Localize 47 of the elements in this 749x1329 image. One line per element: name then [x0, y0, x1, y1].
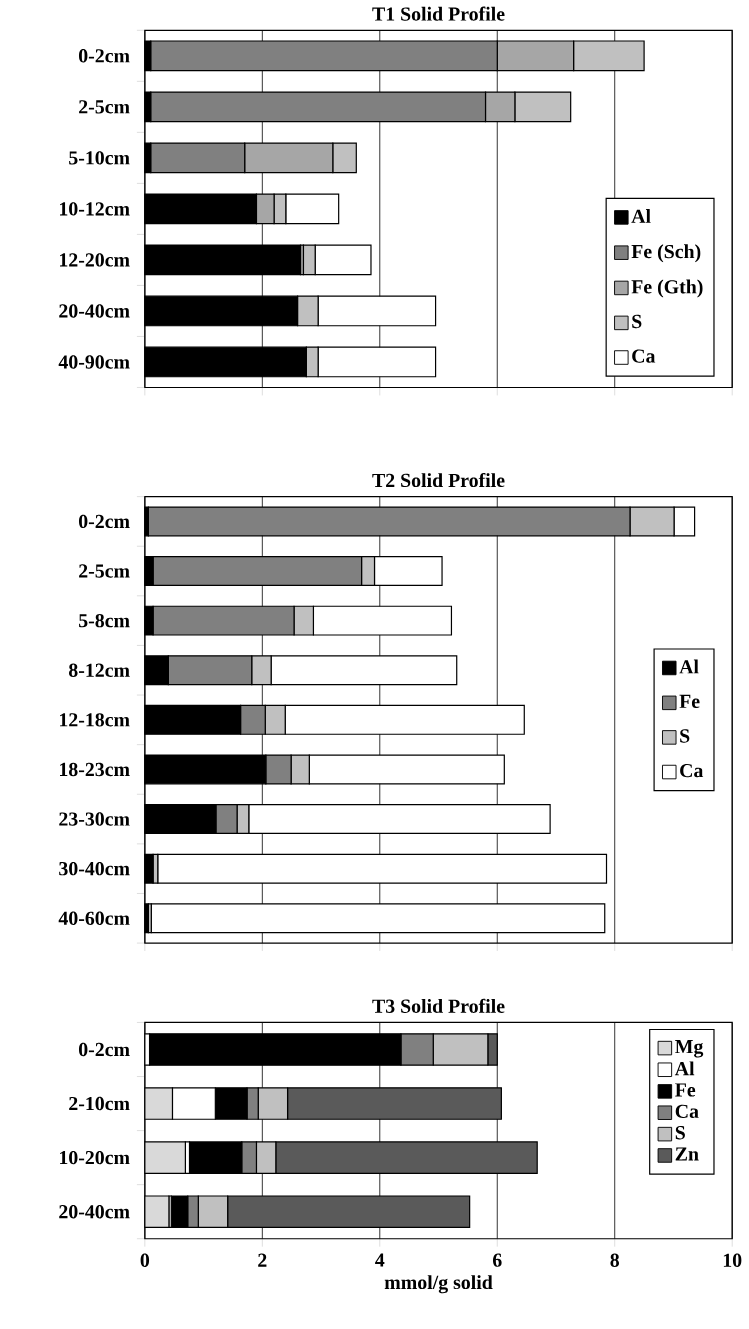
legend-label: Fe	[679, 694, 700, 709]
y-tick-label: 0-2cm	[79, 1042, 130, 1057]
x-tick-label: 10	[724, 1253, 742, 1267]
y-tick-label: 2-5cm	[79, 564, 130, 578]
legend-label: Al	[631, 209, 651, 223]
x-axis-title: mmol/g solid	[384, 1275, 493, 1294]
x-tick-label: 0	[140, 1253, 150, 1267]
bar	[150, 903, 606, 934]
y-tick-label: 2-5cm	[79, 100, 130, 114]
x-tick-label: 8	[610, 1253, 620, 1267]
y-tick-label: 40-60cm	[58, 911, 130, 925]
legend-label: S	[680, 729, 690, 743]
x-tick-label: 6	[493, 1253, 502, 1267]
legend-label: Fe	[675, 1083, 696, 1097]
legend-label: S	[632, 314, 642, 329]
y-tick-label: 20-40cm	[59, 304, 130, 318]
y-tick-label: 23-30cm	[59, 812, 130, 826]
y-tick-label: 0-2cm	[79, 514, 130, 529]
legend-label: Ca	[680, 763, 704, 778]
y-tick-label: 10-12cm	[60, 202, 130, 216]
y-tick-label: 10-20cm	[60, 1150, 130, 1165]
y-tick-label: 5-8cm	[79, 613, 130, 628]
y-tick-label: 8-12cm	[69, 663, 130, 677]
y-tick-label: 20-40cm	[59, 1205, 130, 1219]
x-tick-label: 4	[375, 1253, 385, 1267]
y-tick-label: 18-23cm	[60, 762, 130, 777]
bar	[157, 853, 608, 884]
legend-label: Ca	[675, 1104, 699, 1118]
legend-label: S	[675, 1126, 686, 1140]
legend-label: Fe (Sch)	[631, 244, 701, 263]
y-tick-label: 2-10cm	[69, 1096, 130, 1111]
legend-label: Fe (Gth)	[631, 279, 703, 298]
y-tick-label: 12-20cm	[60, 253, 130, 267]
legend-label: Zn	[675, 1147, 699, 1161]
legend-label: Al	[679, 659, 699, 674]
legend-label: Al	[675, 1061, 695, 1076]
y-tick-label: 0-2cm	[79, 49, 130, 63]
chart-title: T2 Solid Profile	[372, 472, 505, 488]
legend-label: Mg	[675, 1040, 704, 1058]
x-tick-label: 2	[258, 1253, 267, 1267]
y-tick-label: 5-10cm	[69, 151, 130, 165]
legend-label: Ca	[632, 349, 656, 363]
chart-title: T3 Solid Profile	[372, 998, 505, 1013]
y-tick-label: 30-40cm	[59, 861, 130, 876]
y-tick-label: 40-90cm	[58, 355, 130, 369]
y-tick-label: 12-18cm	[60, 713, 130, 727]
chart-title: T1 Solid Profile	[372, 6, 505, 21]
